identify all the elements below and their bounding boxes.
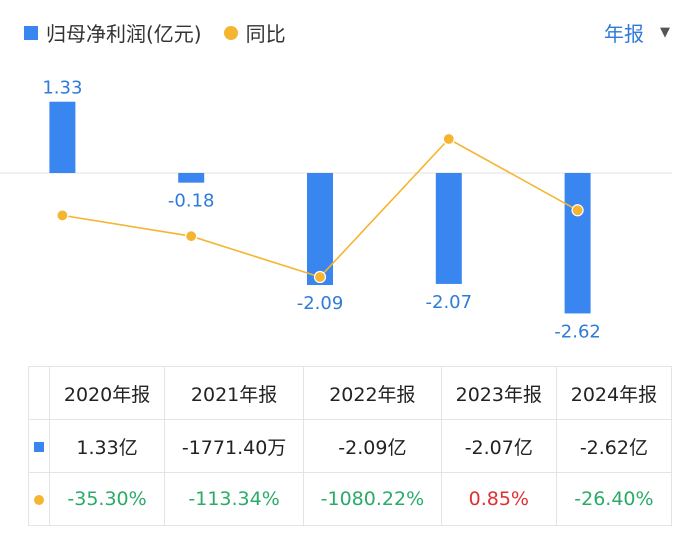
bar-2020年报[interactable] — [49, 101, 76, 173]
yoy-point-2020年报[interactable] — [56, 209, 69, 222]
legend-item-profit[interactable]: 归母净利润(亿元) — [24, 18, 202, 47]
dropdown-caret-icon: ▼ — [660, 25, 670, 40]
bar-2021年报[interactable] — [178, 173, 205, 183]
table-header-cell: 2023年报 — [440, 366, 557, 420]
profit-cell: -2.62亿 — [555, 419, 673, 473]
profit-cell: -2.09亿 — [303, 419, 442, 473]
yoy-cell: -35.30% — [48, 472, 166, 526]
data-table: 2020年报 2021年报 2022年报 2023年报 2024年报 1.33亿… — [28, 366, 673, 526]
bar-value-label: -0.18 — [168, 191, 215, 212]
profit-chart: 1.33 -0.18 -2.09 -2.07 -2.62 — [0, 78, 672, 342]
table-corner-cell — [28, 366, 50, 420]
table-row-profit: 1.33亿 -1771.40万 -2.09亿 -2.07亿 -2.62亿 — [28, 419, 673, 473]
row-marker-cell — [28, 472, 50, 526]
period-selector[interactable]: 年报 ▼ — [604, 18, 670, 47]
bar-value-label: -2.07 — [426, 292, 473, 313]
yoy-point-2024年报[interactable] — [571, 204, 584, 217]
legend-bar-swatch — [24, 25, 38, 40]
profit-cell: -2.07亿 — [440, 419, 557, 473]
yoy-cell: -26.40% — [555, 472, 673, 526]
bar-2022年报[interactable] — [307, 173, 333, 286]
bar-value-label: -2.62 — [554, 321, 601, 342]
yoy-point-2021年报[interactable] — [185, 230, 198, 243]
yoy-cell: -1080.22% — [303, 472, 442, 526]
table-row-yoy: -35.30% -113.34% -1080.22% 0.85% -26.40% — [28, 472, 673, 526]
legend-line-swatch — [223, 25, 238, 40]
bar-value-label: -2.09 — [297, 293, 344, 314]
bar-2024年报[interactable] — [564, 173, 591, 314]
bar-marker-icon — [34, 442, 44, 452]
table-header-cell: 2024年报 — [555, 366, 673, 420]
yoy-point-2023年报[interactable] — [442, 132, 455, 146]
bar-2023年报[interactable] — [435, 173, 462, 284]
chart-legend: 归母净利润(亿元) 同比 — [24, 18, 308, 47]
bar-value-label: 1.33 — [42, 78, 82, 99]
table-header-row: 2020年报 2021年报 2022年报 2023年报 2024年报 — [28, 366, 673, 420]
profit-cell: -1771.40万 — [164, 419, 305, 473]
profit-cell: 1.33亿 — [48, 419, 166, 473]
table-header-cell: 2022年报 — [303, 366, 442, 420]
table-header-cell: 2020年报 — [48, 366, 166, 420]
row-marker-cell — [28, 419, 50, 473]
table-header-cell: 2021年报 — [164, 366, 305, 420]
yoy-point-2022年报[interactable] — [313, 270, 327, 284]
yoy-cell: -113.34% — [164, 472, 305, 526]
legend-profit-label: 归母净利润(亿元) — [46, 22, 202, 46]
period-selector-label: 年报 — [604, 22, 644, 46]
legend-item-yoy[interactable]: 同比 — [223, 18, 286, 47]
yoy-cell: 0.85% — [440, 472, 557, 526]
legend-yoy-label: 同比 — [245, 22, 286, 46]
line-marker-icon — [34, 495, 44, 505]
